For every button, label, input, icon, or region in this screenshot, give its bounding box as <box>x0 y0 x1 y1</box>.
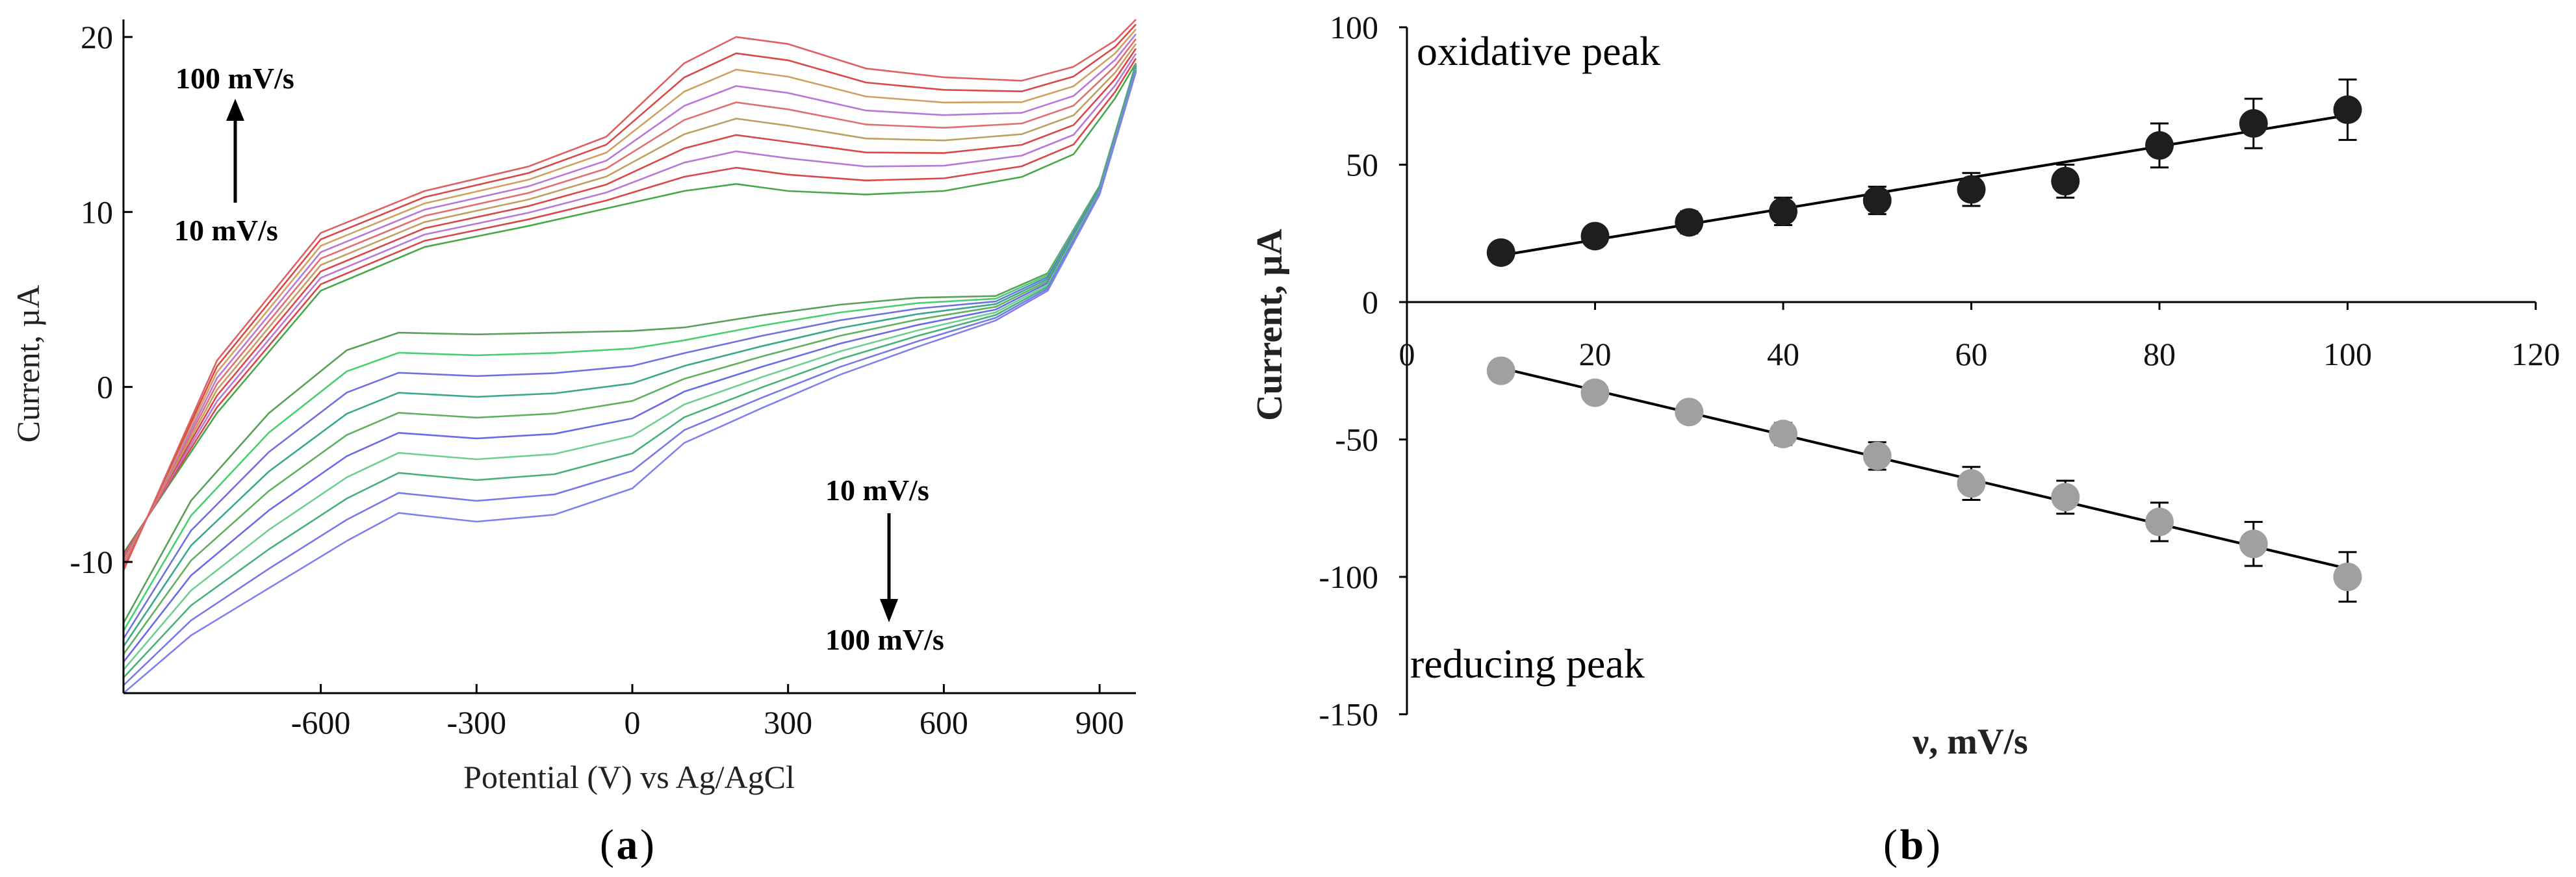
b-x-axis-label: ν, mV/s <box>1912 722 2028 762</box>
cv-anodic-20-mV-s <box>122 58 1137 556</box>
cv-curves <box>122 19 1137 694</box>
reducing-point <box>2051 483 2080 512</box>
b-x-tick-label: 120 <box>2512 336 2560 372</box>
cv-anodic-50-mV-s <box>122 43 1137 562</box>
a-x-axis-label: Potential (V) vs Ag/AgCl <box>463 759 795 795</box>
reducing-point <box>1769 420 1797 449</box>
oxidative-point <box>2051 166 2080 196</box>
legend-reducing-peak: reducing peak <box>1410 641 1645 687</box>
b-x-tick-label: 40 <box>1767 336 1799 372</box>
cv-anodic-90-mV-s <box>122 23 1137 570</box>
cv-cathodic-20-mV-s <box>122 64 1137 631</box>
b-y-tick-label: -50 <box>1335 422 1378 458</box>
oxidative-point <box>2333 95 2362 124</box>
annotation-100-top: 100 mV/s <box>175 62 294 95</box>
cv-anodic-80-mV-s <box>122 29 1137 568</box>
legend-oxidative-peak: oxidative peak <box>1417 28 1660 74</box>
caption-b-letter: b <box>1900 821 1924 869</box>
a-x-tick-label: 900 <box>1075 704 1124 741</box>
b-y-tick-label: 50 <box>1346 147 1378 183</box>
oxidative-point <box>1486 238 1515 267</box>
arrow-up-head <box>226 99 244 121</box>
b-series <box>1486 78 2362 603</box>
annotation-10-top: 10 mV/s <box>174 214 278 247</box>
annotation-10-bottom: 10 mV/s <box>825 474 929 507</box>
caption-a-close: ) <box>640 821 654 869</box>
b-y-tick-label: -150 <box>1319 696 1378 733</box>
caption-a-open: ( <box>600 821 614 869</box>
b-x-tick-label: 100 <box>2323 336 2372 372</box>
b-y-tick-label: 0 <box>1362 284 1378 320</box>
cv-cathodic-90-mV-s <box>123 70 1137 686</box>
oxidative-fit-line <box>1501 114 2348 257</box>
oxidative-point <box>1769 197 1797 226</box>
cv-anodic-70-mV-s <box>122 33 1137 566</box>
b-x-tick-label: 20 <box>1579 336 1612 372</box>
a-y-axis-label: Current, µA <box>10 285 46 443</box>
caption-b-close: ) <box>1926 821 1940 869</box>
oxidative-point <box>2239 109 2268 138</box>
oxidative-point <box>1675 208 1704 237</box>
a-y-tick-label: 0 <box>97 369 113 405</box>
arrow-down-head <box>880 599 898 622</box>
caption-a-letter: a <box>617 821 638 869</box>
cv-anodic-30-mV-s <box>122 53 1137 558</box>
cv-anodic-10-mV-s <box>122 62 1137 554</box>
reducing-point <box>1580 378 1610 407</box>
cv-anodic-100-mV-s <box>122 19 1137 572</box>
b-x-tick-label: 80 <box>2143 336 2176 372</box>
cv-cathodic-60-mV-s <box>122 68 1137 663</box>
a-x-tick-label: 600 <box>920 704 968 741</box>
b-x-tick-label: 60 <box>1955 336 1988 372</box>
oxidative-point <box>1957 175 1986 204</box>
oxidative-point <box>1862 186 1892 215</box>
reducing-point <box>1486 356 1515 385</box>
cv-cathodic-100-mV-s <box>123 71 1137 694</box>
b-y-tick-label: -100 <box>1319 559 1378 595</box>
oxidative-point <box>1580 222 1610 251</box>
cv-anodic-60-mV-s <box>122 38 1137 564</box>
a-y-tick-label: 10 <box>81 194 113 230</box>
annotation-100-bottom: 100 mV/s <box>825 623 944 656</box>
reducing-point <box>2333 563 2362 591</box>
panel-a-cyclic-voltammogram: -600 -300 0 300 600 900 20 10 0 -10 Potential (V)… <box>10 19 1137 869</box>
b-ticks: 0 20 40 60 80 100 120 100 50 0 -50 -100 -150 <box>1319 9 2560 733</box>
reducing-point <box>2239 529 2268 559</box>
a-x-tick-label: -300 <box>446 704 506 741</box>
b-y-axis-label: Current, µA <box>1250 229 1290 421</box>
reducing-point <box>1957 469 1986 498</box>
a-x-tick-label: -600 <box>291 704 351 741</box>
cv-cathodic-70-mV-s <box>123 68 1137 670</box>
a-y-tick-label: -10 <box>70 544 113 580</box>
a-x-tick-label: 0 <box>624 704 640 741</box>
b-y-tick-label: 100 <box>1330 9 1378 45</box>
cv-cathodic-80-mV-s <box>123 70 1137 678</box>
oxidative-point <box>2145 131 2174 160</box>
reducing-point <box>1862 441 1892 470</box>
a-ticks: -600 -300 0 300 600 900 20 10 0 -10 <box>70 19 1124 741</box>
b-x-tick-label: 0 <box>1399 336 1415 372</box>
panel-b-peak-current-vs-scan-rate: 0 20 40 60 80 100 120 100 50 0 -50 -100 -150 oxidati… <box>1250 9 2560 869</box>
cv-cathodic-10-mV-s <box>122 62 1137 624</box>
cv-anodic-40-mV-s <box>122 48 1137 560</box>
cv-cathodic-30-mV-s <box>122 64 1137 639</box>
a-y-tick-label: 20 <box>81 19 113 55</box>
cv-cathodic-50-mV-s <box>122 66 1137 655</box>
reducing-point <box>2145 507 2174 537</box>
reducing-fit-line <box>1501 366 2348 570</box>
a-x-tick-label: 300 <box>764 704 812 741</box>
reducing-point <box>1675 398 1704 427</box>
cv-cathodic-40-mV-s <box>122 66 1137 647</box>
caption-b-open: ( <box>1883 821 1898 869</box>
